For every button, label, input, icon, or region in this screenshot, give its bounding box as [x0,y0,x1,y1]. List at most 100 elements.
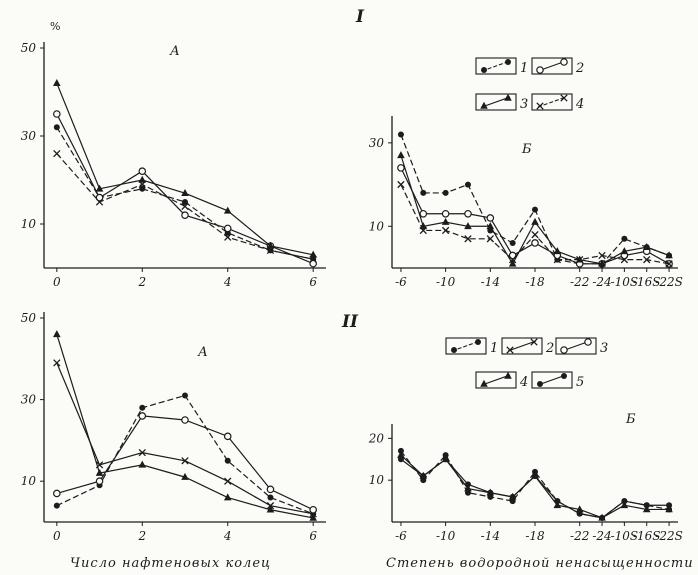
legend-marker [561,373,567,379]
data-point-4 [419,226,427,235]
data-point-4 [441,226,450,235]
data-point-4 [223,493,232,501]
data-point-4 [138,460,147,468]
data-point-1 [420,189,427,196]
data-point-2 [486,214,495,222]
data-point-2 [223,224,232,233]
legend-box [475,93,517,111]
data-point-4 [575,505,584,513]
data-point-4 [95,198,104,206]
x-tick-label: 6 [309,529,317,543]
data-point-4 [266,505,275,513]
data-point-1 [397,131,404,138]
series-line-5 [400,458,670,519]
legend-box [555,337,597,355]
legend-line [481,96,511,108]
data-point-4 [266,246,275,255]
y-tick-label: 30 [369,136,385,150]
series-line-2 [400,167,670,265]
data-point-4 [665,260,673,268]
data-point-4 [665,505,673,513]
data-point-1 [139,404,146,411]
x-tick-label: -22S [655,275,683,289]
data-point-5 [599,514,606,521]
data-point-3 [642,242,651,250]
data-point-4 [53,149,61,158]
data-point-3 [138,412,147,420]
x-tick-label: -18 [525,275,545,289]
data-point-4 [53,330,61,338]
unit-label: % [50,20,60,33]
x-tick-label: -16S [633,275,661,289]
series-line-2 [56,113,314,265]
data-point-4 [598,251,606,260]
data-point-4 [464,235,472,243]
data-point-5 [621,498,628,505]
data-point-1 [464,181,471,188]
x-tick-label: -22 [570,275,589,289]
y-tick-label: 50 [21,311,37,325]
legend-box [475,57,517,75]
data-point-4 [397,180,405,189]
x-tick-label: 4 [223,275,232,289]
data-point-2 [531,239,539,247]
data-point-1 [139,185,146,192]
x-tick-label: -10S [611,275,639,289]
legend-box [475,371,517,389]
data-point-2 [138,167,147,176]
data-point-2 [419,209,428,218]
data-point-3 [138,175,147,183]
x-tick-label: -14 [481,275,500,289]
data-point-2 [464,209,472,218]
legend-item-I-1: 1 [475,57,528,76]
legend-box [531,93,573,111]
series-line-3 [56,82,314,256]
data-point-5 [464,481,471,488]
legend-item-I-2: 2 [531,57,584,76]
section-label-I: I [355,7,365,27]
plot-II-B: 10 20 -6 -10 -14 -18 -22 -24-10S-16S-22S [368,424,683,543]
data-point-4 [643,255,651,264]
legend-marker [536,66,544,74]
data-point-1 [182,199,188,205]
data-point-3 [181,416,189,424]
data-point-3 [464,222,472,230]
data-point-5 [643,502,650,509]
x-tick-label: 6 [309,275,317,289]
data-point-3 [53,489,61,498]
y-tick-label: 50 [21,41,37,55]
data-point-4 [181,202,189,211]
x-tick-label: -18 [525,529,545,543]
x-tick-label: -14 [481,529,500,543]
data-point-3 [665,251,673,259]
data-point-4 [576,255,584,264]
data-point-5 [532,473,538,479]
data-point-2 [53,110,61,118]
legend-label: 2 [545,341,554,356]
legend-label: 1 [520,61,528,76]
data-point-5 [397,456,404,463]
data-point-3 [223,432,232,441]
legend-item-I-4: 4 [531,93,584,112]
x-tick-label: -6 [395,529,407,543]
data-point-4 [95,468,104,476]
panel-label-I-A: А [169,44,180,59]
panel-label-II-A: А [197,345,208,360]
data-point-1 [532,206,538,213]
data-point-4 [309,255,317,263]
y-tick-label: 10 [369,219,385,233]
x-tick-label: -16S [633,529,661,543]
legend-box [531,371,573,389]
y-tick-label: 10 [21,217,37,231]
legend-box [531,57,573,75]
data-point-4 [620,255,629,264]
legend-item-II-3: 3 [555,337,608,356]
legend-marker [480,379,488,387]
legend-box [501,337,543,355]
data-point-4 [486,235,494,243]
x-tick-label: -10S [611,529,639,543]
legend-label: 2 [575,61,584,76]
x-tick-label: -22S [655,529,683,543]
data-point-3 [309,250,317,258]
